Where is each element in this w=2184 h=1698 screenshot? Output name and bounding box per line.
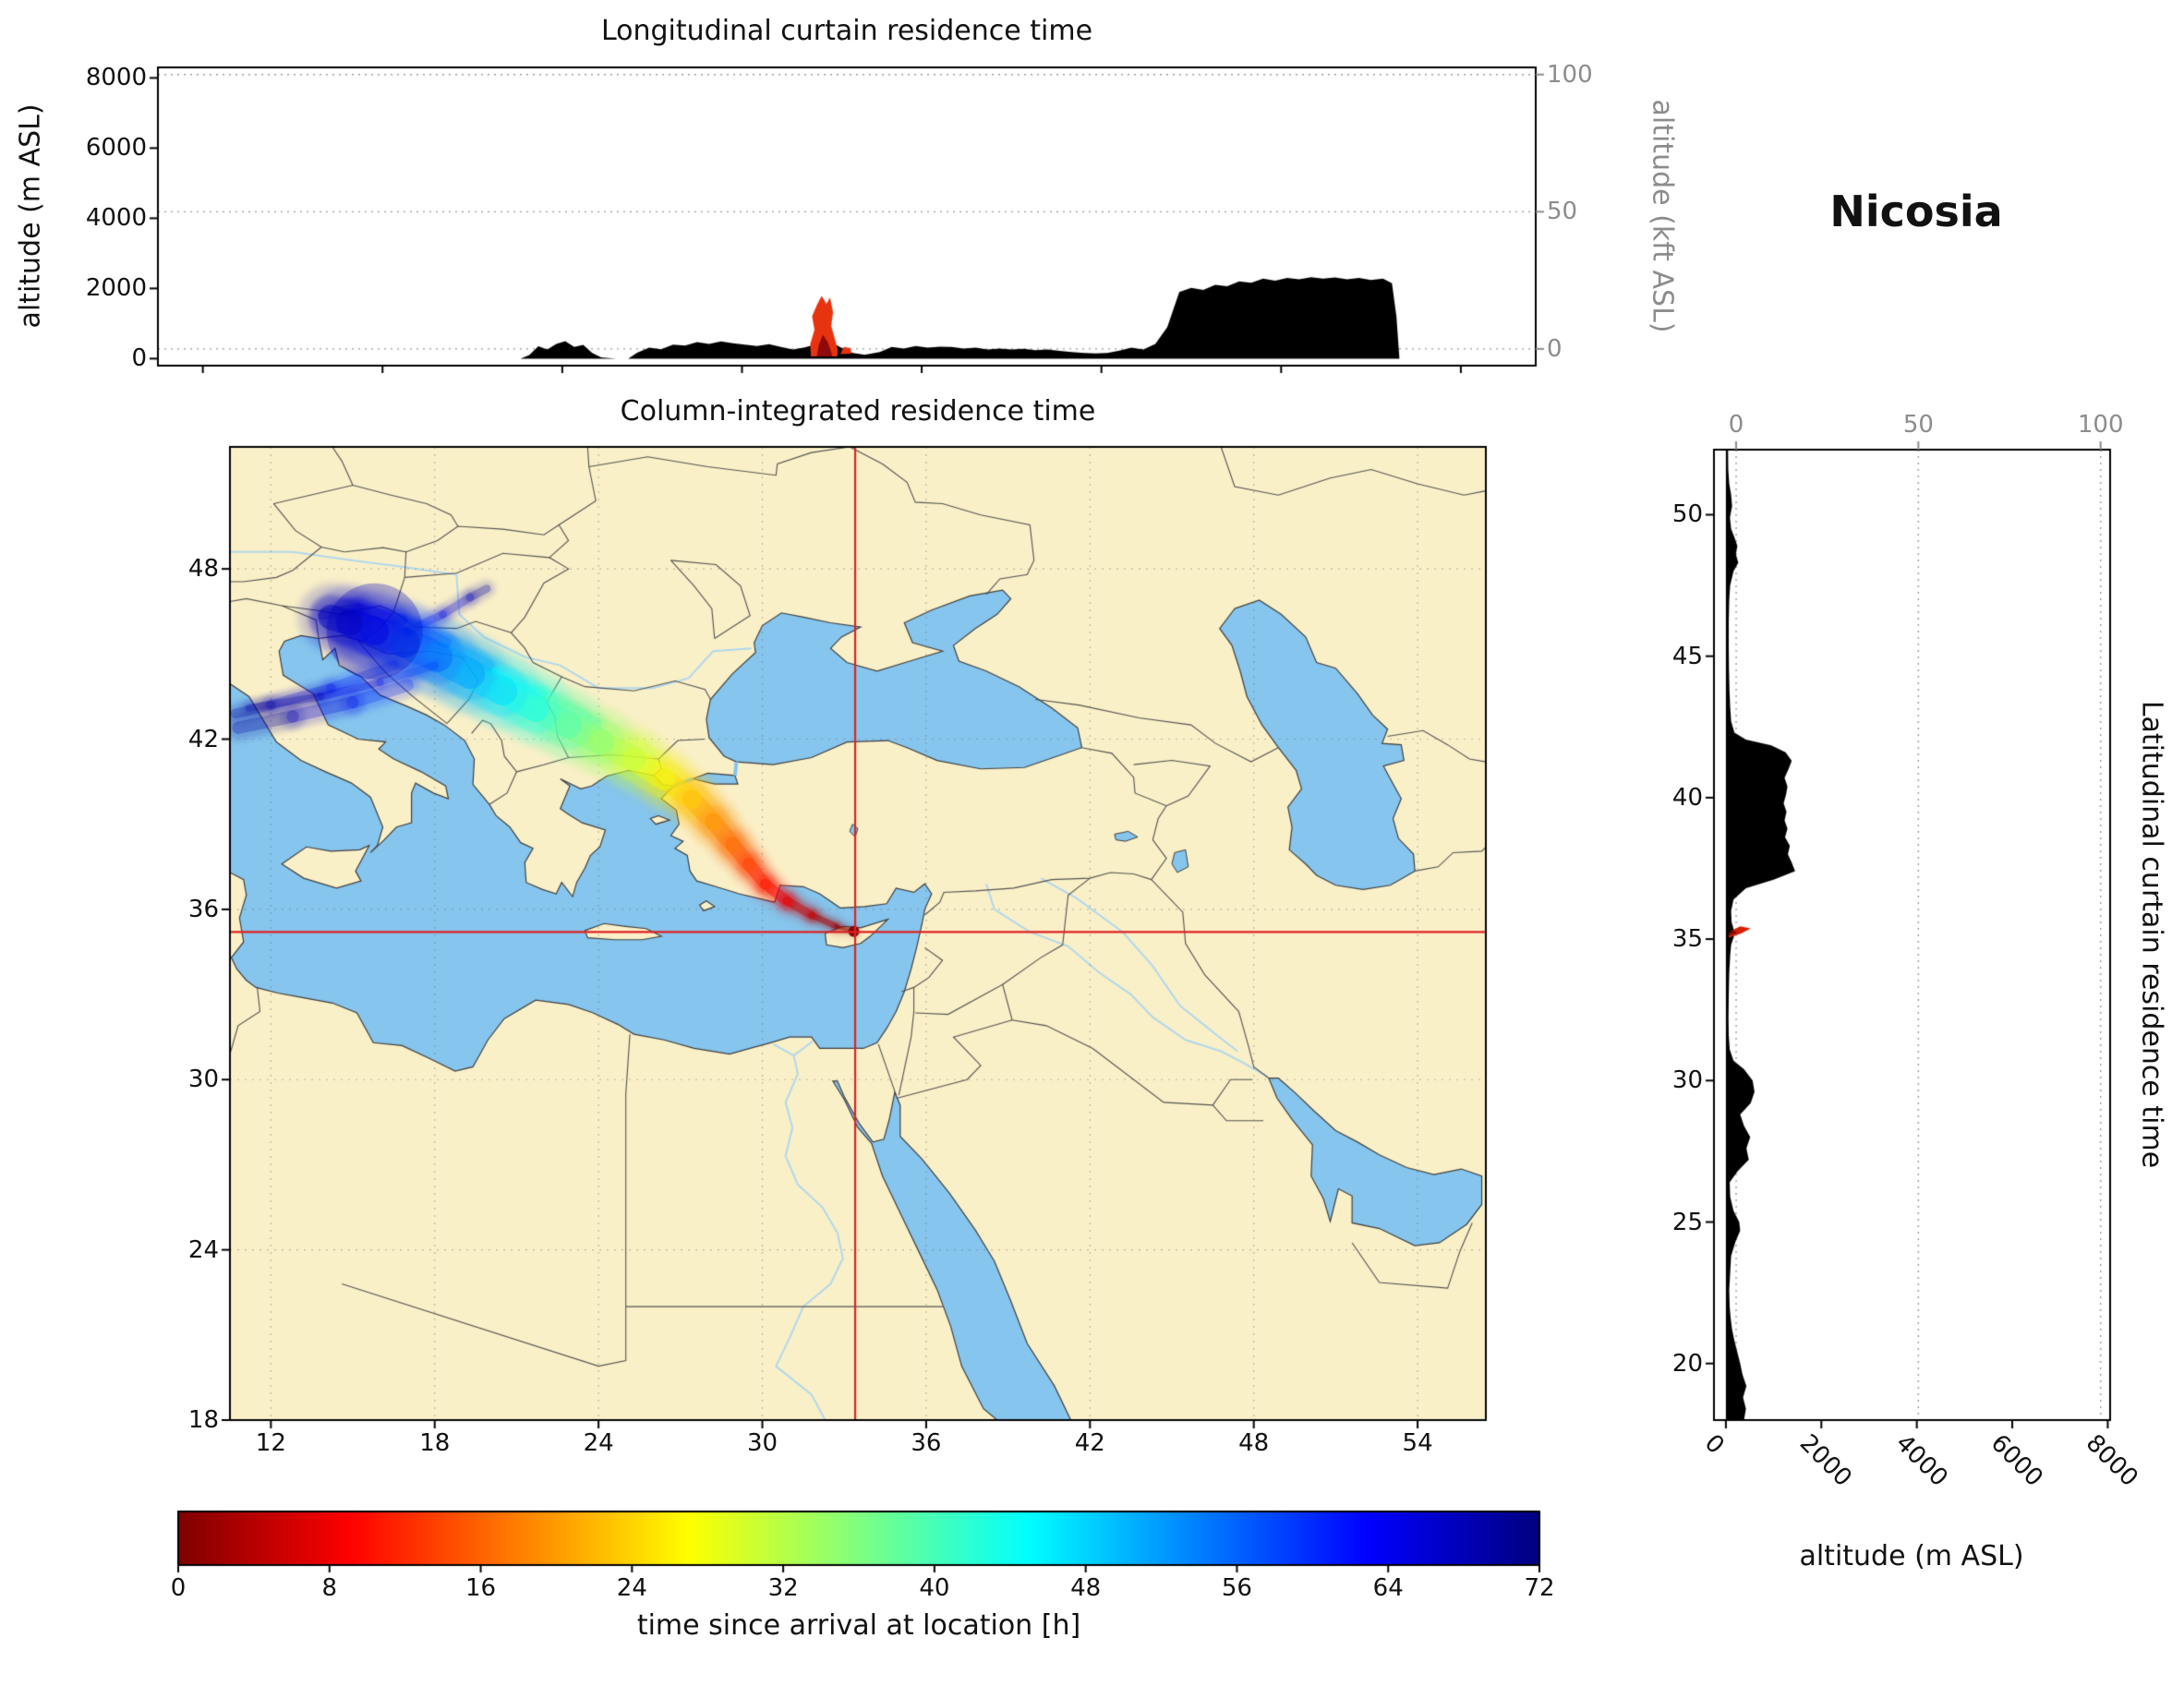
right-ytick-lat: 20 <box>1671 1349 1703 1378</box>
right-xtick-kft: 100 <box>2077 411 2124 439</box>
latitudinal-curtain-plot <box>1677 413 2148 1458</box>
right-ytick-lat: 45 <box>1671 642 1703 670</box>
right-ytick-lat: 25 <box>1671 1208 1703 1236</box>
top-ytick-m: 0 <box>131 344 147 373</box>
map-ytick: 24 <box>187 1235 219 1264</box>
colorbar-tick: 40 <box>919 1574 950 1602</box>
map-xtick: 48 <box>1238 1429 1270 1457</box>
top-ytick-m: 6000 <box>85 134 147 163</box>
map-xtick: 18 <box>419 1429 451 1457</box>
map-xtick: 54 <box>1402 1429 1433 1457</box>
colorbar-tick: 0 <box>170 1574 187 1602</box>
right-panel-xlabel: altitude (m ASL) <box>1799 1540 2024 1572</box>
top-ytick-kft: 50 <box>1547 198 1578 226</box>
station-title: Nicosia <box>1829 187 2003 236</box>
right-xtick-kft: 50 <box>1902 411 1934 439</box>
right-ytick-lat: 40 <box>1671 783 1703 812</box>
map-ytick: 48 <box>187 555 219 584</box>
colorbar-tick: 32 <box>767 1574 799 1602</box>
right-xtick-kft: 0 <box>1728 411 1744 439</box>
map-ytick: 36 <box>187 895 219 923</box>
map-ytick: 18 <box>187 1406 219 1434</box>
colorbar-tick: 24 <box>616 1574 647 1602</box>
top-ytick-m: 4000 <box>85 204 147 233</box>
colorbar-tick: 56 <box>1221 1574 1252 1602</box>
map-xtick: 12 <box>255 1429 286 1457</box>
right-ytick-lat: 50 <box>1671 500 1703 529</box>
top-ytick-m: 2000 <box>85 274 147 303</box>
map-ytick: 30 <box>187 1066 219 1094</box>
colorbar-tick: 72 <box>1524 1574 1555 1602</box>
colorbar-label: time since arrival at location [h] <box>636 1609 1081 1642</box>
map-xtick: 42 <box>1074 1429 1105 1457</box>
colorbar-tick: 64 <box>1372 1574 1404 1602</box>
map-xtick: 24 <box>583 1429 614 1457</box>
top-ytick-kft: 100 <box>1547 60 1593 89</box>
right-ytick-lat: 35 <box>1671 925 1703 954</box>
right-ytick-lat: 30 <box>1671 1066 1703 1095</box>
longitudinal-curtain-plot <box>121 30 1573 403</box>
colorbar-tick: 16 <box>465 1574 497 1602</box>
colorbar-tick: 8 <box>321 1574 338 1602</box>
top-ylabel-left: altitude (m ASL) <box>14 103 47 329</box>
colorbar-tick: 48 <box>1070 1574 1102 1602</box>
map-xtick: 36 <box>911 1429 942 1457</box>
map-plot <box>193 410 1523 1458</box>
top-ytick-kft: 0 <box>1547 334 1563 363</box>
map-xtick: 30 <box>746 1429 778 1457</box>
colorbar-gradient <box>169 1502 1549 1576</box>
top-ytick-m: 8000 <box>85 64 147 92</box>
top-ylabel-right: altitude (kft ASL) <box>1646 99 1679 333</box>
map-ytick: 42 <box>187 725 219 753</box>
